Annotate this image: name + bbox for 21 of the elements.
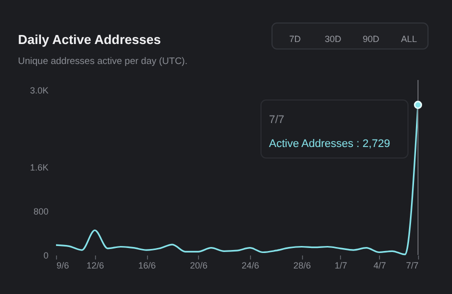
text: ALL xyxy=(400,34,418,44)
x-tick-label: 12/6 xyxy=(86,260,104,270)
text: 7D xyxy=(289,34,302,44)
x-tick-label: 7/7 xyxy=(406,260,418,270)
text: 90D xyxy=(362,34,380,44)
y-tick-label: 800 xyxy=(33,206,48,216)
y-tick-label: 1.6K xyxy=(30,162,48,172)
x-tick-label: 1/7 xyxy=(334,260,348,270)
annotation: 7/7 xyxy=(269,114,284,126)
chart-subtitle: Unique addresses active per day (UTC). xyxy=(18,56,188,67)
x-tick-label: 9/6 xyxy=(56,260,70,270)
x-tick-label: 24/6 xyxy=(242,260,260,270)
text: 30D xyxy=(324,34,342,44)
annotation: Active Addresses : 2,729 xyxy=(269,138,390,150)
x-tick-label: 28/6 xyxy=(293,260,311,270)
y-tick-label: 3.0K xyxy=(30,86,48,96)
y-tick-label: 0 xyxy=(43,250,48,260)
chart-title: Daily Active Addresses xyxy=(18,32,161,47)
x-tick-label: 20/6 xyxy=(190,260,208,270)
x-tick-label: 16/6 xyxy=(138,260,156,270)
x-tick-label: 4/7 xyxy=(373,260,386,270)
